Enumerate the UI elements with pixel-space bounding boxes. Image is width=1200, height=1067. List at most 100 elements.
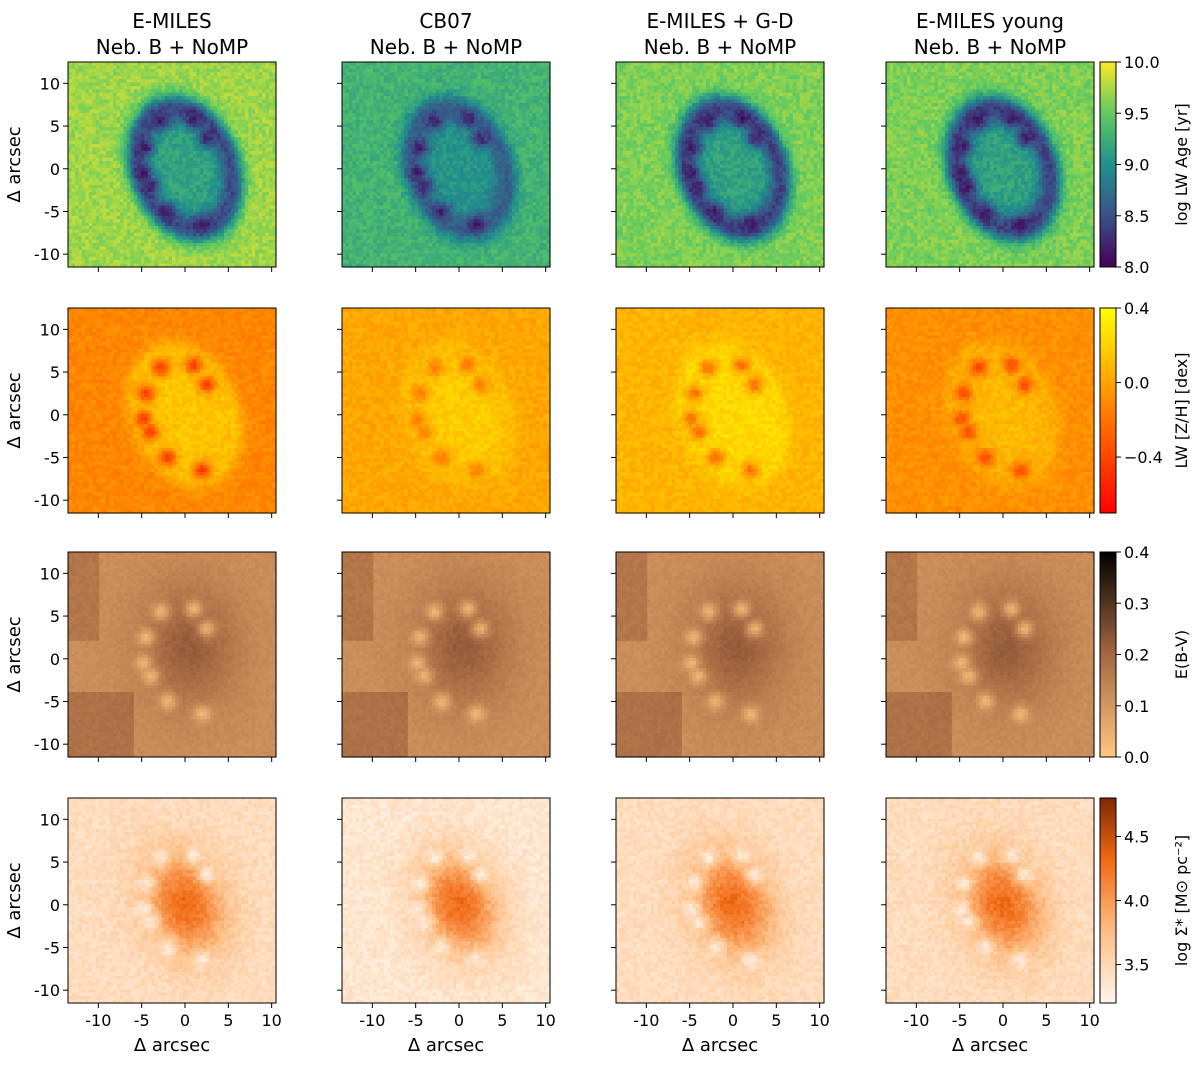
map-pixel [172, 185, 176, 189]
map-pixel [269, 151, 273, 155]
map-pixel [186, 151, 190, 155]
map-pixel [148, 182, 152, 186]
map-pixel [137, 72, 141, 76]
map-pixel [175, 124, 179, 128]
map-pixel [89, 130, 93, 134]
map-pixel [134, 175, 138, 179]
map-pixel [123, 62, 127, 66]
map-pixel [155, 120, 159, 124]
map-pixel [231, 69, 235, 73]
map-pixel [189, 154, 193, 158]
map-pixel [227, 83, 231, 87]
map-pixel [252, 130, 256, 134]
map-pixel [99, 141, 103, 145]
map-pixel [165, 141, 169, 145]
map-pixel [203, 195, 207, 199]
map-pixel [196, 62, 200, 66]
map-pixel [252, 161, 256, 165]
map-pixel [68, 182, 72, 186]
map-pixel [193, 120, 197, 124]
map-pixel [113, 165, 117, 169]
map-pixel [130, 171, 134, 175]
map-pixel [89, 110, 93, 114]
map-pixel [158, 175, 162, 179]
map-pixel [165, 100, 169, 104]
map-pixel [75, 202, 79, 206]
map-pixel [141, 134, 145, 138]
map-pixel [68, 72, 72, 76]
map-pixel [96, 62, 100, 66]
map-pixel [137, 130, 141, 134]
map-pixel [193, 134, 197, 138]
map-pixel [234, 171, 238, 175]
map-pixel [259, 185, 263, 189]
map-pixel [207, 154, 211, 158]
map-pixel [68, 130, 72, 134]
map-pixel [203, 124, 207, 128]
map-pixel [120, 154, 124, 158]
map-pixel [71, 103, 75, 107]
map-pixel [165, 161, 169, 165]
map-pixel [262, 161, 266, 165]
map-pixel [221, 130, 225, 134]
map-pixel [224, 144, 228, 148]
map-pixel [241, 89, 245, 93]
map-pixel [248, 195, 252, 199]
map-pixel [214, 93, 218, 97]
map-pixel [241, 185, 245, 189]
map-pixel [89, 79, 93, 83]
map-pixel [144, 151, 148, 155]
map-pixel [92, 161, 96, 165]
map-pixel [103, 134, 107, 138]
map-pixel [241, 165, 245, 169]
map-pixel [259, 113, 263, 117]
map-pixel [217, 69, 221, 73]
map-pixel [172, 165, 176, 169]
map-pixel [186, 62, 190, 66]
map-pixel [92, 185, 96, 189]
map-pixel [151, 100, 155, 104]
map-pixel [189, 120, 193, 124]
map-pixel [75, 120, 79, 124]
map-pixel [269, 141, 273, 145]
map-pixel [120, 120, 124, 124]
map-pixel [214, 124, 218, 128]
map-pixel [130, 144, 134, 148]
map-pixel [186, 192, 190, 196]
map-pixel [266, 72, 270, 76]
map-pixel [120, 130, 124, 134]
map-pixel [85, 110, 89, 114]
map-pixel [245, 113, 249, 117]
map-pixel [134, 124, 138, 128]
map-pixel [155, 89, 159, 93]
map-pixel [92, 120, 96, 124]
map-pixel [71, 100, 75, 104]
map-pixel [245, 161, 249, 165]
map-pixel [99, 113, 103, 117]
column-title-line1: E-MILES young [916, 9, 1064, 33]
map-pixel [123, 120, 127, 124]
map-pixel [120, 69, 124, 73]
map-pixel [78, 192, 82, 196]
map-pixel [158, 124, 162, 128]
map-pixel [231, 103, 235, 107]
map-pixel [186, 124, 190, 128]
map-pixel [231, 124, 235, 128]
map-pixel [85, 79, 89, 83]
map-pixel [189, 195, 193, 199]
map-pixel [68, 195, 72, 199]
map-pixel [137, 165, 141, 169]
map-pixel [193, 100, 197, 104]
map-pixel [155, 175, 159, 179]
map-pixel [175, 195, 179, 199]
map-pixel [179, 124, 183, 128]
map-pixel [231, 72, 235, 76]
map-pixel [214, 195, 218, 199]
map-pixel [165, 154, 169, 158]
map-pixel [89, 195, 93, 199]
map-pixel [165, 89, 169, 93]
map-pixel [255, 185, 259, 189]
map-pixel [175, 175, 179, 179]
map-pixel [193, 144, 197, 148]
map-pixel [85, 141, 89, 145]
